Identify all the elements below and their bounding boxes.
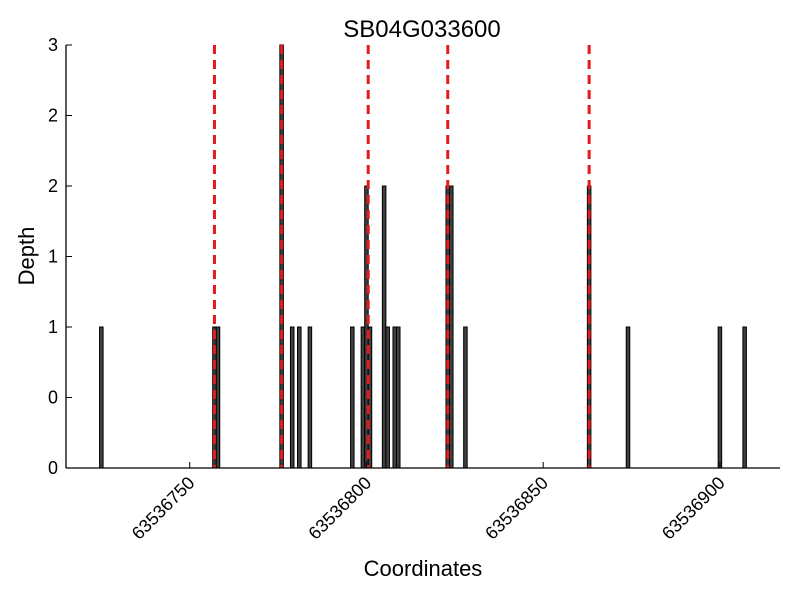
y-axis-label: Depth: [14, 227, 39, 286]
x-tick-label: 63536900: [658, 473, 729, 544]
y-tick-label: 1: [48, 247, 58, 267]
y-tick-label: 2: [48, 106, 58, 126]
x-tick-label: 63536800: [304, 473, 375, 544]
depth-bar: [297, 326, 302, 469]
depth-bar: [350, 326, 355, 469]
x-axis-label: Coordinates: [364, 556, 483, 581]
depth-bar: [381, 185, 387, 469]
y-tick-label: 1: [48, 317, 58, 337]
x-tick-label: 63536850: [481, 473, 552, 544]
depth-bar: [392, 326, 397, 469]
bars-layer: [99, 44, 747, 469]
x-tick-label: 63536750: [128, 473, 199, 544]
depth-bar: [307, 326, 313, 469]
depth-bar: [717, 326, 723, 469]
depth-bar: [385, 326, 390, 469]
depth-bar: [289, 326, 295, 469]
y-tick-label: 0: [48, 458, 58, 478]
marker-lines-layer: [212, 45, 591, 468]
chart-title: SB04G033600: [343, 16, 500, 43]
depth-bar: [463, 326, 468, 469]
y-tick-label: 0: [48, 388, 58, 408]
depth-bar: [99, 326, 104, 469]
y-tick-label: 3: [48, 35, 58, 55]
depth-bar: [215, 326, 221, 469]
depth-bar: [395, 326, 401, 469]
depth-bar: [449, 185, 454, 469]
depth-bar: [625, 326, 631, 469]
depth-bar: [360, 326, 366, 469]
axes-layer: 0 0 1 1 2 2 3 63536750 63536800 63536850 63536900: [48, 35, 780, 543]
depth-bar: [742, 326, 747, 469]
y-tick-label: 2: [48, 176, 58, 196]
